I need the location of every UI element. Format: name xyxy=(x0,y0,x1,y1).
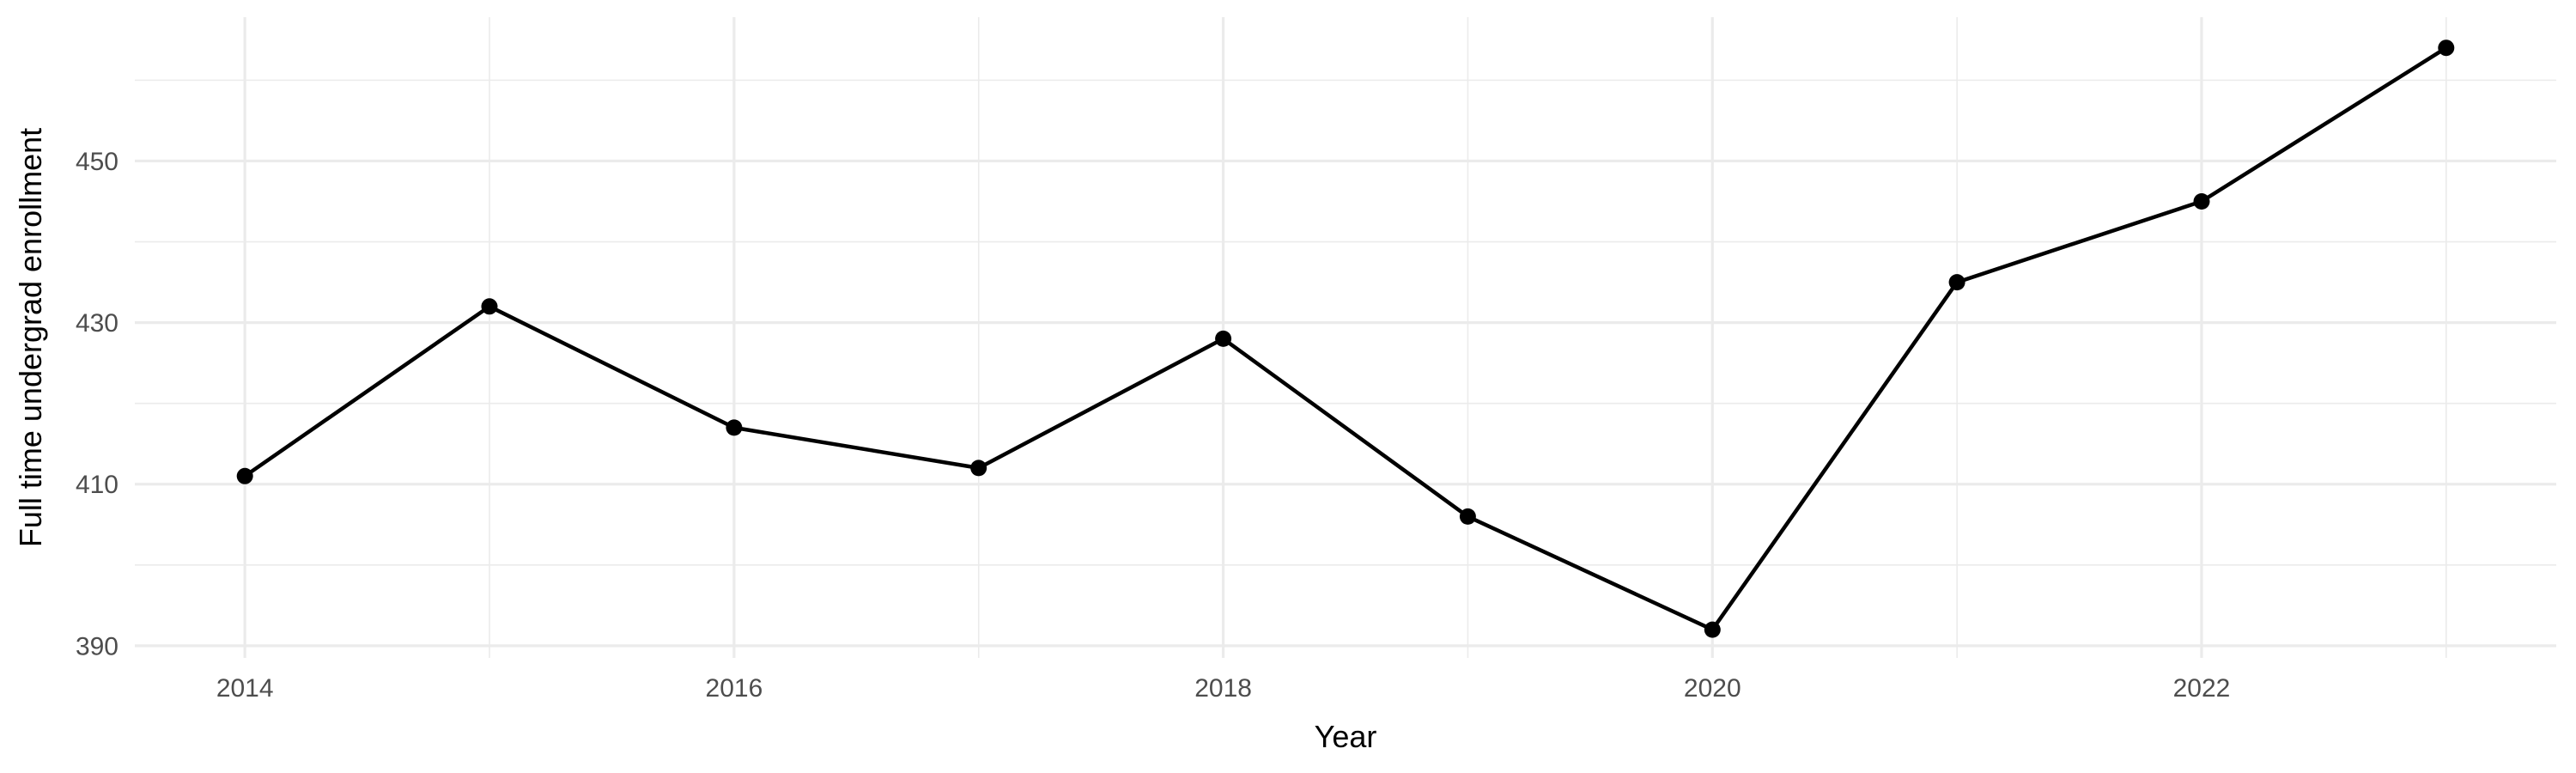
data-line xyxy=(243,46,2447,632)
x-tick-label: 2014 xyxy=(216,674,274,703)
data-point xyxy=(970,460,987,477)
data-point xyxy=(236,467,253,484)
x-tick-label: 2016 xyxy=(706,674,763,703)
data-point xyxy=(2193,193,2210,210)
y-tick-label: 430 xyxy=(76,309,118,338)
x-tick-label: 2018 xyxy=(1194,674,1252,703)
y-tick-label: 450 xyxy=(76,148,118,176)
data-point xyxy=(1704,621,1721,638)
data-point xyxy=(1459,508,1476,525)
data-point xyxy=(1948,274,1965,291)
data-point xyxy=(481,298,498,315)
data-point xyxy=(2438,40,2455,57)
x-tick-label: 2022 xyxy=(2173,674,2231,703)
y-axis-title: Full time undergrad enrollment xyxy=(13,128,48,547)
x-axis-title: Year xyxy=(1315,719,1377,754)
data-point xyxy=(1215,330,1232,347)
x-tick-label: 2020 xyxy=(1684,674,1741,703)
y-tick-label: 390 xyxy=(76,632,118,660)
y-tick-label: 410 xyxy=(76,471,118,499)
data-point xyxy=(726,419,743,436)
